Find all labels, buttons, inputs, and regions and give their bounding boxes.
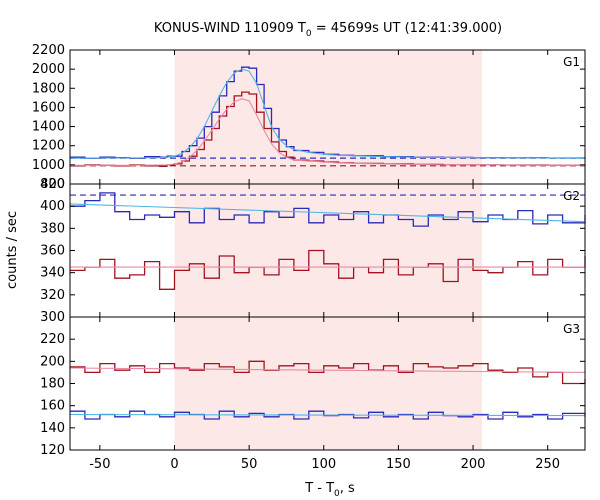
series-g2-blue-step — [70, 192, 586, 227]
panel-label-g1: G1 — [563, 55, 580, 69]
x-tick-label: 50 — [241, 457, 258, 472]
series-g3-blue-step — [70, 410, 586, 420]
y-tick-label: 1400 — [32, 120, 65, 135]
x-tick-label: 100 — [311, 457, 336, 472]
y-tick-label: 200 — [40, 354, 65, 369]
y-tick-label: 360 — [40, 244, 65, 259]
y-tick-label: 2000 — [32, 62, 65, 77]
y-tick-label: 160 — [40, 399, 65, 414]
text-layer: 8001000120014001600180020002200G13003203… — [32, 43, 580, 472]
y-tick-label: 120 — [40, 443, 65, 458]
series-g2-cyan-fit — [69, 203, 586, 223]
series-g2-red-step — [70, 249, 586, 290]
x-axis-label: T - T0, s — [304, 481, 355, 499]
y-tick-label: 1200 — [32, 139, 65, 154]
x-tick-label: 250 — [535, 457, 560, 472]
series-g3-pink-fit — [69, 367, 586, 373]
series-layer — [69, 66, 586, 420]
panel-label-g2: G2 — [563, 189, 580, 203]
y-tick-label: 1800 — [32, 81, 65, 96]
y-tick-label: 180 — [40, 377, 65, 392]
y-tick-label: 800 — [40, 177, 65, 192]
y-tick-label: 1600 — [32, 100, 65, 115]
y-tick-label: 2200 — [32, 43, 65, 58]
y-tick-label: 400 — [40, 199, 65, 214]
x-tick-label: -50 — [89, 457, 110, 472]
axes-layer — [69, 49, 586, 451]
y-tick-label: 220 — [40, 332, 65, 347]
y-tick-label: 380 — [40, 221, 65, 236]
chart-title: KONUS-WIND 110909 T0 = 45699s UT (12:41:… — [154, 21, 502, 39]
y-tick-label: 340 — [40, 266, 65, 281]
panel-label-g3: G3 — [563, 322, 580, 336]
x-tick-label: 200 — [461, 457, 486, 472]
x-tick-label: 0 — [170, 457, 178, 472]
x-tick-label: 150 — [386, 457, 411, 472]
y-axis-label: counts / sec — [5, 211, 20, 289]
y-tick-label: 420 — [40, 177, 65, 192]
highlight-interval — [174, 50, 483, 450]
series-g1-cyan-fit — [70, 68, 586, 159]
highlight-layer — [174, 50, 483, 450]
y-tick-label: 140 — [40, 421, 65, 436]
y-tick-label: 320 — [40, 288, 65, 303]
y-tick-label: 300 — [40, 310, 65, 325]
series-g1-pink-fit — [70, 98, 585, 166]
series-g3-cyan-fit — [69, 413, 586, 417]
series-g3-red-step — [70, 360, 586, 385]
y-tick-label: 1000 — [32, 158, 65, 173]
